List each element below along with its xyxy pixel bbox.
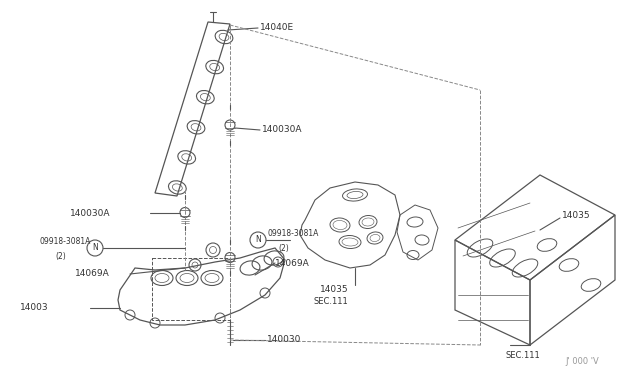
Text: (2): (2) — [278, 244, 289, 253]
Text: 09918-3081A: 09918-3081A — [40, 237, 92, 247]
Circle shape — [206, 243, 220, 257]
Text: SEC.111: SEC.111 — [313, 298, 348, 307]
Text: 09918-3081A: 09918-3081A — [268, 228, 319, 237]
Text: SEC.111: SEC.111 — [505, 350, 540, 359]
Text: 140030: 140030 — [267, 336, 301, 344]
Text: 140030A: 140030A — [262, 125, 303, 135]
Text: 14069A: 14069A — [275, 259, 310, 267]
Text: 14035: 14035 — [320, 285, 349, 295]
Text: N: N — [255, 235, 261, 244]
Circle shape — [87, 240, 103, 256]
Text: 140030A: 140030A — [70, 208, 111, 218]
Text: 14040E: 14040E — [260, 23, 294, 32]
Text: 14035: 14035 — [562, 212, 591, 221]
Text: J' 000 'V: J' 000 'V — [565, 357, 599, 366]
Circle shape — [250, 232, 266, 248]
Text: N: N — [92, 244, 98, 253]
Text: 14069A: 14069A — [75, 269, 109, 279]
Text: 14003: 14003 — [20, 304, 49, 312]
Text: (2): (2) — [55, 251, 66, 260]
